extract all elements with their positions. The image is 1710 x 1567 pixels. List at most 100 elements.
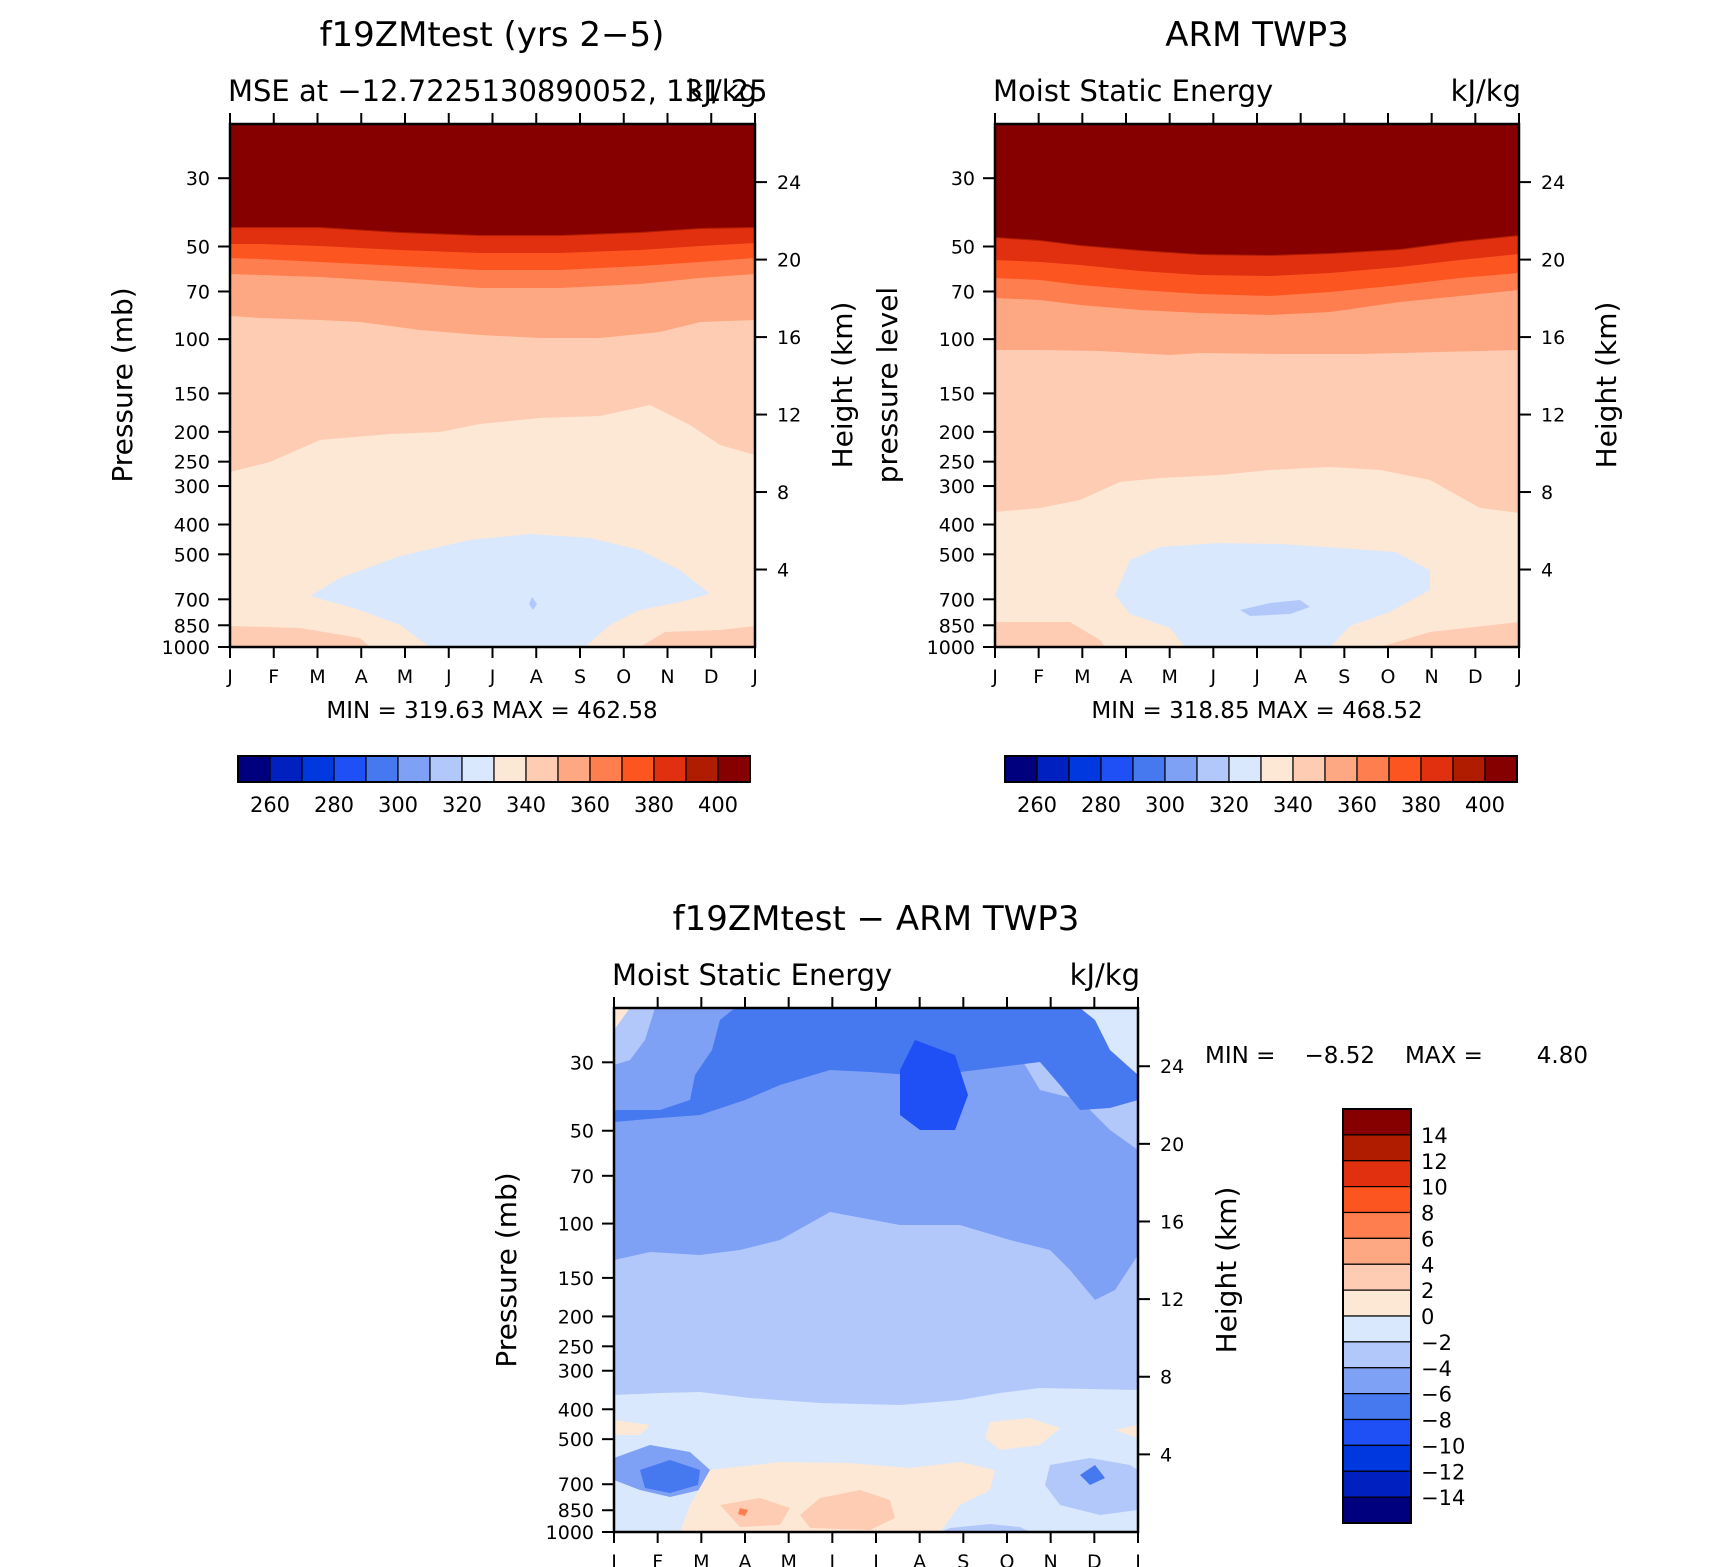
colorbar-swatch (1484, 755, 1518, 783)
height-tick-label: 16 (777, 327, 801, 349)
y-tick-label: 70 (951, 281, 975, 303)
x-tick-label: A (913, 1551, 926, 1567)
height-tick-label: 8 (777, 482, 789, 504)
y-tick-label: 850 (174, 615, 210, 637)
x-tick-label: N (1044, 1551, 1058, 1567)
y-tick-label: 150 (939, 383, 975, 405)
contour-minus4-lower-right (1045, 1458, 1138, 1515)
contour-350-lower-right (1380, 622, 1519, 647)
panel-diff-ticks: J F M A M J J A S O N D J 30 50 70 100 150 200 250 300 400 500… (546, 997, 1184, 1567)
colorbar-label: −6 (1421, 1383, 1452, 1407)
colorbar-swatch (237, 755, 271, 783)
x-tick-label: J (751, 666, 758, 688)
x-tick-label: M (309, 666, 325, 688)
x-tick-label: N (1425, 666, 1439, 688)
panel-obs-title: ARM TWP3 (1165, 15, 1349, 55)
colorbar-swatch (1100, 755, 1134, 783)
x-tick-label: J (1210, 666, 1217, 688)
x-tick-label: M (1161, 666, 1177, 688)
x-tick-label: F (1033, 666, 1044, 688)
colorbar-swatch (365, 755, 399, 783)
colorbar-frame (1342, 1108, 1412, 1524)
height-tick-label: 12 (1160, 1289, 1184, 1311)
panel-model-title: f19ZMtest (yrs 2−5) (320, 15, 665, 55)
colorbar-swatch (461, 755, 495, 783)
x-tick-label: S (957, 1551, 969, 1567)
colorbar-frame (1004, 755, 1518, 783)
colorbar-label: 2 (1421, 1279, 1434, 1303)
colorbar-label: 260 (1017, 793, 1057, 817)
colorbar-label: 380 (634, 793, 674, 817)
colorbar-swatch (1196, 755, 1230, 783)
y-tick-label: 30 (186, 168, 210, 190)
y-tick-label: 300 (939, 476, 975, 498)
y-tick-label: 500 (558, 1429, 594, 1451)
y-tick-label: 500 (939, 544, 975, 566)
y-tick-label: 850 (939, 615, 975, 637)
x-tick-label: J (829, 1551, 836, 1567)
contour-410 (995, 124, 1519, 255)
y-tick-label: 300 (558, 1361, 594, 1383)
contour-0-right-edge (1115, 1425, 1138, 1438)
x-tick-label: J (610, 1551, 617, 1567)
x-tick-label: S (574, 666, 586, 688)
height-tick-label: 24 (1541, 172, 1565, 194)
x-tick-label: F (268, 666, 279, 688)
y-tick-label: 100 (174, 329, 210, 351)
panel-diff-min-value: −8.52 (1305, 1043, 1375, 1069)
y-tick-label: 70 (186, 281, 210, 303)
panel-model-units: kJ/kg (687, 74, 757, 108)
panel-diff-ylabel-right: Height (km) (1210, 1187, 1243, 1354)
colorbar-label: 4 (1421, 1253, 1434, 1277)
y-tick-label: 200 (558, 1306, 594, 1328)
colorbar-label: 0 (1421, 1305, 1434, 1329)
colorbar-swatch (1132, 755, 1166, 783)
y-tick-label: 100 (939, 329, 975, 351)
colorbar-label: 300 (378, 793, 418, 817)
colorbar-swatch (1260, 755, 1294, 783)
y-tick-label: 250 (558, 1336, 594, 1358)
colorbar-swatch (333, 755, 367, 783)
contour-350-lower-left (995, 622, 1105, 647)
x-tick-label: J (872, 1551, 879, 1567)
colorbar-swatch (653, 755, 687, 783)
panel-obs-stats: MIN = 318.85 MAX = 468.52 (1091, 698, 1422, 724)
contour-320 (529, 597, 537, 610)
panel-obs: J F M A M J J A S O N D J305070100150200250300400500… (871, 15, 1623, 817)
contour-330 (310, 534, 710, 647)
y-tick-label: 150 (558, 1268, 594, 1290)
panel-diff-subtitle: Moist Static Energy (612, 958, 892, 992)
colorbar-swatch (1452, 755, 1486, 783)
colorbar-swatch (1292, 755, 1326, 783)
colorbar-label: −12 (1421, 1460, 1465, 1484)
colorbar-label: 320 (442, 793, 482, 817)
x-tick-label: M (1074, 666, 1090, 688)
panel-diff-ylabel-left: Pressure (mb) (490, 1172, 523, 1367)
panel-obs-ylabel-right: Height (km) (1590, 302, 1623, 469)
colorbar-swatch (493, 755, 527, 783)
colorbar-swatch (525, 755, 559, 783)
colorbar-swatch (269, 755, 303, 783)
y-tick-label: 500 (174, 544, 210, 566)
colorbar-label: 10 (1421, 1176, 1448, 1200)
colorbar-swatch (1164, 755, 1198, 783)
colorbar-label: 340 (506, 793, 546, 817)
y-tick-label: 200 (174, 422, 210, 444)
y-tick-label: 850 (558, 1500, 594, 1522)
panel-diff-max-value: 4.80 (1537, 1043, 1588, 1069)
height-tick-label: 4 (1541, 560, 1553, 582)
colorbar-swatch (1342, 1160, 1412, 1188)
colorbar-swatch (589, 755, 623, 783)
contour-2-b (800, 1490, 895, 1530)
colorbar-swatch (1342, 1237, 1412, 1265)
panel-obs-subtitle: Moist Static Energy (993, 74, 1273, 108)
y-tick-label: 1000 (546, 1522, 594, 1544)
x-tick-label: A (1294, 666, 1307, 688)
colorbar-label: −2 (1421, 1331, 1452, 1355)
contour-minus4-left (614, 1008, 655, 1065)
contour-0-corner (614, 1008, 630, 1030)
colorbar-label: 340 (1273, 793, 1313, 817)
